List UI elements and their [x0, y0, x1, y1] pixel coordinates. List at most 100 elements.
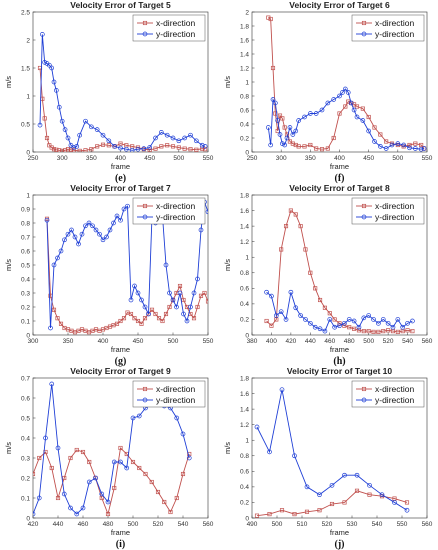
legend-marker [361, 386, 367, 392]
data-point [379, 492, 385, 498]
data-point [322, 328, 328, 334]
x-tick-label: 350 [86, 155, 97, 162]
data-point [277, 113, 283, 118]
data-point [83, 223, 88, 229]
y-tick-label: 0.7 [21, 375, 30, 382]
x-tick-label: 530 [347, 521, 358, 528]
panel-label: (e) [115, 173, 126, 184]
data-point [68, 142, 74, 148]
legend-box [132, 197, 206, 225]
data-point [296, 118, 302, 123]
y-tick-label: 0.6 [240, 469, 249, 476]
legend-marker [361, 20, 367, 26]
y-tick-label: 1 [245, 255, 249, 262]
data-point [55, 495, 61, 501]
data-point [68, 505, 73, 511]
x-tick-label: 480 [344, 338, 355, 345]
x-tick-label: 550 [203, 155, 214, 162]
data-point [331, 135, 336, 141]
data-point [293, 128, 299, 134]
data-point [165, 143, 170, 148]
data-point [269, 323, 274, 328]
data-point [381, 329, 386, 334]
data-point [318, 297, 323, 303]
data-point [111, 220, 116, 226]
plot-area [32, 377, 209, 519]
data-point [121, 206, 127, 212]
data-point [74, 144, 80, 149]
legend-box [351, 380, 425, 408]
data-point [188, 147, 193, 152]
series-line-y [46, 201, 208, 329]
x-axis-label: frame [111, 345, 130, 354]
data-point [354, 472, 360, 478]
data-point [378, 132, 383, 137]
data-point [135, 318, 141, 324]
series-group [44, 199, 208, 335]
chart-panel-5: Velocity Error of Target 9 420 440 460 480 50… [0, 366, 219, 550]
data-point [149, 479, 154, 485]
y-tick-label: 1.2 [240, 239, 249, 246]
data-point [86, 479, 92, 485]
y-tick-label: 0.1 [21, 318, 30, 325]
panel-label: (i) [116, 539, 125, 550]
data-point [371, 317, 376, 322]
data-point [176, 145, 181, 150]
data-point [181, 311, 186, 317]
data-point [267, 512, 272, 517]
data-point [346, 317, 352, 322]
data-point [33, 511, 36, 517]
y-tick-label: 0 [245, 149, 249, 156]
x-tick-label: 450 [144, 155, 155, 162]
series-line-x [39, 67, 206, 152]
y-tick-label: 0 [245, 515, 249, 522]
y-axis-label: m/s [4, 259, 13, 271]
data-point [106, 138, 112, 144]
legend-marker [361, 397, 367, 403]
y-tick-label: 1.6 [240, 208, 249, 215]
data-point [372, 125, 377, 130]
data-point [118, 459, 123, 465]
chart-panel-3: Velocity Error of Target 7 300 350 400 450 50… [0, 183, 219, 367]
legend-label: y-direction [156, 395, 195, 405]
data-point [156, 316, 162, 321]
data-point [114, 321, 120, 326]
data-point [400, 324, 406, 330]
data-point [51, 79, 57, 85]
data-point [112, 485, 117, 491]
data-point [128, 311, 134, 317]
x-axis-label: frame [330, 162, 349, 171]
data-point [307, 111, 313, 116]
data-point [325, 100, 331, 106]
data-point [356, 324, 362, 330]
y-tick-label: 0.6 [240, 286, 249, 293]
data-point [361, 315, 367, 321]
legend-box [132, 380, 206, 408]
data-point [186, 455, 192, 461]
data-point [112, 144, 118, 149]
x-tick-label: 460 [78, 521, 89, 528]
y-tick-label: 0.2 [21, 475, 30, 482]
data-point [47, 143, 52, 148]
data-point [410, 329, 415, 334]
x-tick-label: 500 [168, 338, 179, 345]
data-point [275, 118, 281, 123]
x-tick-label: 540 [178, 521, 189, 528]
data-point [273, 313, 279, 318]
data-point [147, 147, 152, 152]
data-point [118, 141, 123, 146]
data-point [288, 289, 294, 295]
data-point [132, 283, 137, 289]
data-point [419, 142, 424, 148]
data-point [62, 475, 67, 481]
data-point [254, 513, 260, 518]
data-point [177, 290, 183, 296]
data-point [132, 316, 137, 321]
data-point [292, 453, 297, 459]
data-point [193, 138, 199, 144]
data-point [280, 116, 285, 121]
x-axis-label: frame [111, 528, 130, 537]
data-point [401, 142, 407, 148]
